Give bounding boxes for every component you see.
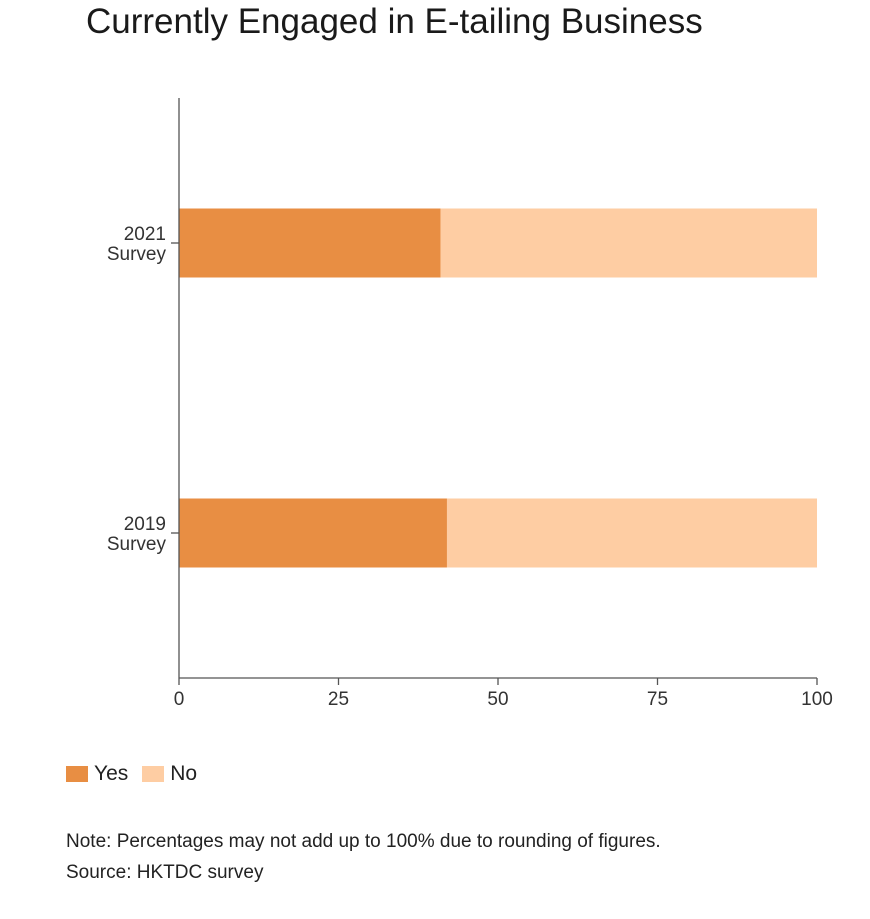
bar-no-2019-survey: [446, 498, 817, 568]
legend: Yes No: [66, 762, 211, 786]
chart-notes: Note: Percentages may not add up to 100%…: [66, 826, 661, 888]
x-tick-label: 100: [801, 689, 833, 710]
y-tick-label: 2021 Survey: [107, 224, 167, 265]
legend-label-no: No: [170, 762, 198, 785]
legend-item-no: No: [142, 762, 197, 786]
note-text: Note: Percentages may not add up to 100%…: [66, 831, 661, 852]
y-tick-label: 2019 Survey: [107, 514, 167, 555]
x-tick-label: 25: [328, 689, 349, 710]
x-tick-label: 0: [174, 689, 185, 710]
x-tick-label: 50: [487, 689, 508, 710]
chart-title: Currently Engaged in E-tailing Business: [86, 2, 703, 41]
bar-yes-2019-survey: [179, 498, 447, 568]
legend-item-yes: Yes: [66, 762, 128, 786]
source-text: Source: HKTDC survey: [66, 862, 264, 883]
legend-swatch-yes: [66, 766, 88, 782]
bar-yes-2021-survey: [179, 208, 441, 278]
legend-label-yes: Yes: [94, 762, 129, 785]
x-tick-label: 75: [647, 689, 668, 710]
bar-no-2021-survey: [440, 208, 817, 278]
legend-swatch-no: [142, 766, 165, 782]
